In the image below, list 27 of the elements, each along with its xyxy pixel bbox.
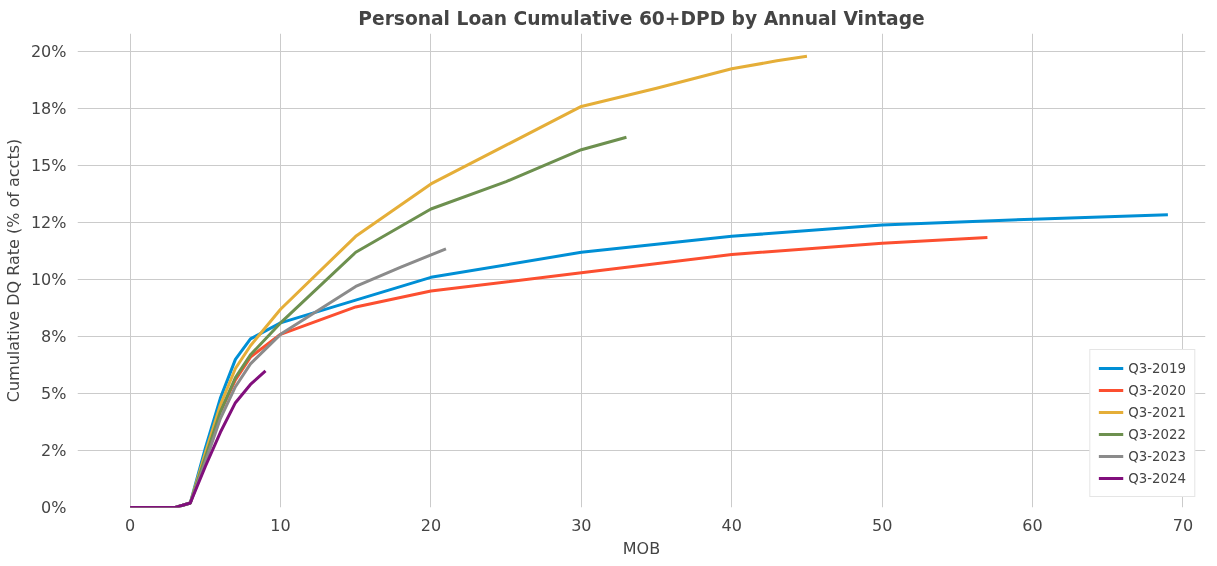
y-tick-label: 20% [30, 42, 67, 62]
legend-label: Q3-2020 [1128, 382, 1186, 398]
y-tick-label: 5% [41, 384, 67, 404]
legend-label: Q3-2019 [1128, 360, 1186, 376]
chart-title: Personal Loan Cumulative 60+DPD by Annual Vintage [358, 7, 925, 29]
x-tick-label: 70 [1172, 515, 1194, 535]
y-tick-label: 18% [30, 99, 67, 119]
legend-label: Q3-2024 [1128, 470, 1186, 486]
x-tick-label: 50 [871, 515, 893, 535]
x-axis-title: MOB [622, 538, 661, 558]
x-tick-label: 10 [270, 515, 291, 535]
x-tick-label: 60 [1022, 515, 1043, 535]
x-tick-label: 20 [420, 515, 442, 535]
y-tick-label: 15% [30, 156, 67, 176]
legend-label: Q3-2021 [1128, 404, 1186, 420]
line-series [128, 369, 267, 508]
y-tick-label: 12% [30, 213, 67, 233]
y-tick-label: 10% [30, 270, 67, 290]
x-tick-label: 0 [125, 515, 136, 535]
y-tick-label: 2% [41, 441, 67, 461]
y-axis-title: Cumulative DQ Rate (% of accts) [3, 138, 23, 403]
y-tick-label: 0% [41, 498, 67, 517]
legend-label: Q3-2022 [1128, 426, 1186, 442]
y-tick-label: 8% [41, 327, 67, 347]
x-tick-label: 40 [721, 515, 742, 535]
x-tick-label: 30 [571, 515, 592, 535]
legend-label: Q3-2023 [1128, 448, 1186, 464]
